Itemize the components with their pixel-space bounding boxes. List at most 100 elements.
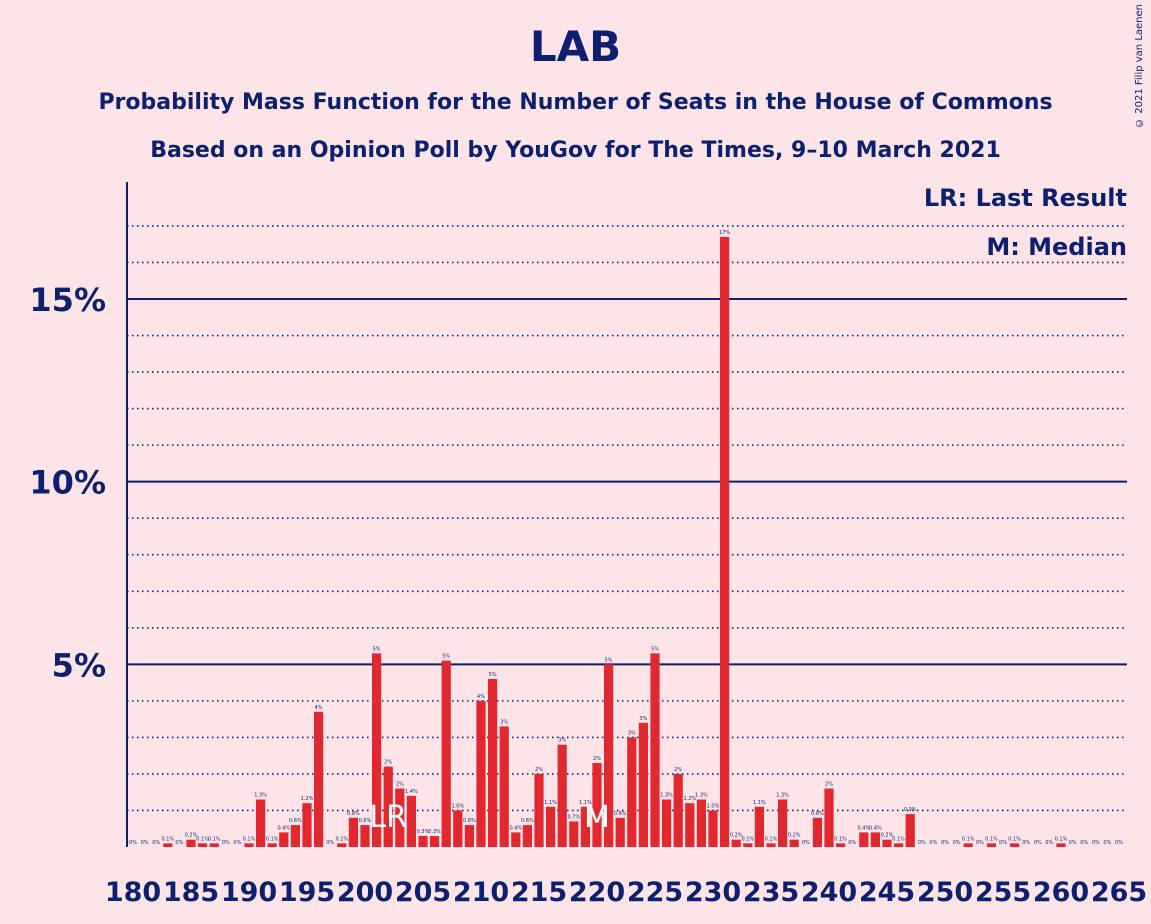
data-label: 0%: [1092, 840, 1100, 846]
bar: [592, 762, 602, 847]
bar: [488, 678, 498, 847]
data-label: 1.0%: [707, 803, 720, 809]
bar: [569, 821, 579, 847]
bar: [499, 726, 509, 847]
x-tick-label: 195: [279, 877, 335, 908]
x-tick-label: 265: [1091, 877, 1147, 908]
data-label: 1.0%: [451, 803, 464, 809]
x-tick-label: 225: [627, 877, 683, 908]
data-label: 0%: [929, 840, 937, 846]
data-label: 1.3%: [776, 793, 789, 799]
data-label: 0.1%: [834, 836, 847, 842]
bar: [708, 810, 718, 847]
data-label: 0.3%: [428, 829, 441, 835]
data-label: 0.1%: [243, 836, 256, 842]
bar: [267, 843, 277, 847]
x-tick-label: 200: [337, 877, 393, 908]
legend-median: M: Median: [986, 233, 1127, 261]
bar: [673, 773, 683, 847]
bar: [372, 653, 382, 847]
data-label: 0%: [999, 840, 1007, 846]
data-label: 0%: [918, 840, 926, 846]
data-label: 0.1%: [1055, 836, 1068, 842]
bar: [290, 825, 300, 847]
bar: [360, 825, 370, 847]
data-label: 0.6%: [289, 818, 302, 824]
bar: [580, 806, 590, 847]
data-label: 2%: [593, 756, 601, 762]
bar: [627, 737, 637, 847]
data-label: 0%: [941, 840, 949, 846]
x-tick-label: 255: [975, 877, 1031, 908]
bar: [824, 788, 834, 847]
bar: [812, 817, 822, 847]
data-label: 2%: [535, 767, 543, 773]
data-label: 17%: [719, 230, 730, 236]
data-label: 0.8%: [811, 811, 824, 817]
data-label: 0.1%: [196, 836, 209, 842]
data-label: 2%: [825, 782, 833, 788]
bar: [754, 806, 764, 847]
bar: [534, 773, 544, 847]
bar: [662, 799, 672, 847]
data-label: 0.1%: [335, 836, 348, 842]
bar: [256, 799, 266, 847]
bar: [464, 825, 474, 847]
bar: [395, 788, 405, 847]
data-label: 0.8%: [347, 811, 360, 817]
data-label: 0.6%: [359, 818, 372, 824]
bar: [894, 843, 904, 847]
data-label: 0.2%: [881, 833, 894, 839]
data-label: 4%: [477, 694, 485, 700]
data-label: 0%: [326, 840, 334, 846]
data-label: 0%: [175, 840, 183, 846]
bar: [685, 803, 695, 847]
bar: [186, 839, 196, 847]
data-label: 1.1%: [579, 800, 592, 806]
data-label: 0.1%: [892, 836, 905, 842]
data-label: 0.2%: [730, 833, 743, 839]
data-label: 0.1%: [266, 836, 279, 842]
legend-last-result: LR: Last Result: [923, 184, 1127, 212]
y-tick-label: 5%: [52, 646, 106, 684]
chart-title: LAB: [529, 22, 622, 71]
data-label: 1.1%: [753, 800, 766, 806]
x-tick-label: 240: [801, 877, 857, 908]
data-label: 0.9%: [904, 807, 917, 813]
y-tick-label: 10%: [29, 464, 106, 502]
data-label: 0.4%: [277, 825, 290, 831]
bar: [244, 843, 254, 847]
bar: [163, 843, 173, 847]
last-result-marker: LR: [369, 800, 407, 835]
x-tick-label: 205: [395, 877, 451, 908]
bar: [696, 799, 706, 847]
chart-subtitle-1: Probability Mass Function for the Number…: [98, 90, 1053, 115]
data-label: 0%: [1080, 840, 1088, 846]
data-label: 0%: [152, 840, 160, 846]
x-tick-label: 220: [569, 877, 625, 908]
data-label: 1.2%: [301, 796, 314, 802]
data-label: 5%: [489, 672, 497, 678]
bar: [963, 843, 973, 847]
data-label: 0%: [233, 840, 241, 846]
data-label: 1.3%: [660, 793, 673, 799]
data-label: 0.2%: [185, 833, 198, 839]
bar: [279, 832, 289, 847]
bar: [766, 843, 776, 847]
data-label: 1.2%: [683, 796, 696, 802]
data-label: 0.3%: [417, 829, 430, 835]
data-label: 2%: [674, 767, 682, 773]
data-label: 1.3%: [695, 793, 708, 799]
data-label: 0%: [1069, 840, 1077, 846]
data-label: 0%: [976, 840, 984, 846]
bar: [789, 839, 799, 847]
x-tick-label: 185: [163, 877, 219, 908]
bar: [418, 836, 428, 847]
x-tick-label: 260: [1033, 877, 1089, 908]
bar: [406, 795, 416, 847]
data-label: 1.1%: [544, 800, 557, 806]
bar: [604, 664, 614, 847]
bar: [720, 236, 730, 848]
y-tick-label: 15%: [29, 281, 106, 319]
